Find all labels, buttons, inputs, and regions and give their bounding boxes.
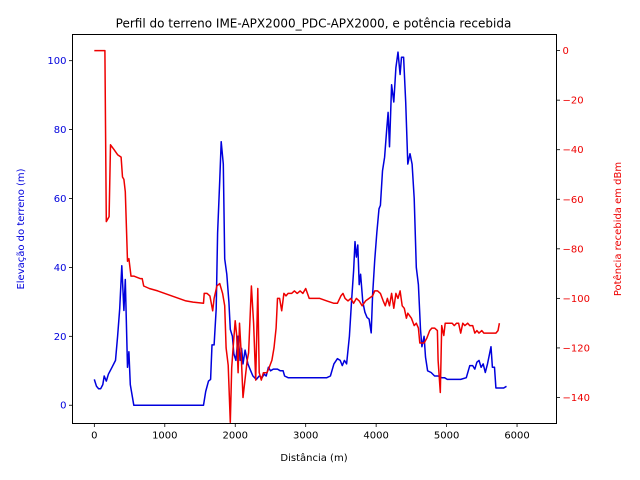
y-right-tick-label: −20 bbox=[563, 96, 584, 107]
x-tick-label: 3000 bbox=[293, 431, 318, 442]
y-axis-right-title: Potência recebida em dBm bbox=[612, 162, 624, 296]
y-right-tick-label: −100 bbox=[563, 294, 590, 305]
y-left-tick-label: 40 bbox=[54, 263, 67, 274]
x-tick-label: 5000 bbox=[434, 431, 459, 442]
y-left-tick-label: 20 bbox=[54, 332, 67, 343]
plot-frame bbox=[72, 34, 557, 424]
y-right-tick-label: −120 bbox=[563, 343, 590, 354]
y-right-tick-label: −80 bbox=[563, 244, 584, 255]
y-right-tick-label: −60 bbox=[563, 195, 584, 206]
y-right-tick-label: 0 bbox=[563, 46, 569, 57]
y-axis-left-title: Elevação do terreno (m) bbox=[16, 168, 27, 289]
y-right-tick-label: −40 bbox=[563, 145, 584, 156]
x-tick-label: 4000 bbox=[363, 431, 388, 442]
power-series-line bbox=[94, 49, 501, 424]
plot-area bbox=[72, 34, 557, 424]
y-right-tick-label: −140 bbox=[563, 393, 590, 404]
y-left-tick-label: 100 bbox=[47, 56, 66, 67]
elevation-series-line bbox=[93, 51, 507, 406]
y-left-tick-label: 60 bbox=[54, 194, 67, 205]
y-axis-left: 0 20 40 60 80 100 bbox=[47, 56, 73, 412]
y-left-tick-label: 80 bbox=[54, 125, 67, 136]
x-tick-label: 1000 bbox=[152, 431, 177, 442]
x-axis-title: Distância (m) bbox=[280, 452, 347, 464]
x-axis: 0 1000 2000 3000 4000 5000 6000 bbox=[91, 423, 530, 442]
x-tick-label: 0 bbox=[91, 431, 97, 442]
y-left-tick-label: 0 bbox=[60, 401, 66, 412]
x-tick-label: 6000 bbox=[504, 431, 529, 442]
x-tick-label: 2000 bbox=[223, 431, 248, 442]
series-layer bbox=[93, 49, 507, 424]
chart-title: Perfil do terreno IME-APX2000_PDC-APX200… bbox=[116, 17, 512, 31]
y-axis-right: 0 −20 −40 −60 −80 −100 −120 −140 bbox=[556, 46, 590, 404]
